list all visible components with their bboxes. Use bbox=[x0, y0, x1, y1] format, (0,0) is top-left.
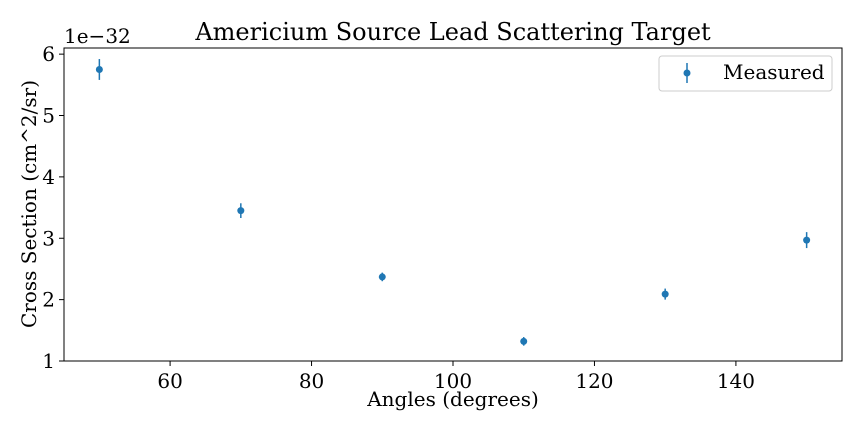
legend-marker-icon bbox=[683, 63, 691, 83]
y-tick-label: 6 bbox=[42, 42, 55, 66]
legend: Measured bbox=[658, 55, 833, 92]
legend-marker-dot bbox=[683, 69, 691, 77]
x-axis: 60 80 100 120 140 bbox=[157, 361, 755, 393]
data-marker bbox=[378, 273, 386, 281]
legend-label: Measured bbox=[723, 60, 825, 84]
y-tick-label: 1 bbox=[42, 349, 55, 373]
plot-area bbox=[95, 59, 811, 346]
y-tick-label: 3 bbox=[42, 226, 55, 250]
x-tick-label: 100 bbox=[434, 369, 472, 393]
y-tick-label: 2 bbox=[42, 288, 55, 312]
y-tick-label: 4 bbox=[42, 165, 55, 189]
y-offset-label: 1e−32 bbox=[64, 24, 131, 48]
data-point bbox=[378, 272, 386, 282]
data-point bbox=[237, 203, 245, 219]
y-axis-title: Cross Section (cm^2/sr) bbox=[17, 80, 41, 328]
data-marker bbox=[95, 65, 103, 73]
data-marker bbox=[237, 207, 245, 215]
data-marker bbox=[661, 290, 669, 298]
data-point bbox=[661, 288, 669, 300]
data-marker bbox=[520, 337, 528, 345]
data-marker bbox=[803, 236, 811, 244]
data-point bbox=[803, 232, 811, 249]
axes-frame bbox=[63, 47, 843, 362]
x-tick-label: 80 bbox=[299, 369, 324, 393]
legend-box bbox=[658, 55, 833, 92]
x-tick-label: 60 bbox=[157, 369, 182, 393]
x-axis-title: Angles (degrees) bbox=[366, 387, 539, 411]
x-tick-label: 140 bbox=[717, 369, 755, 393]
data-point bbox=[520, 337, 528, 346]
y-tick-label: 5 bbox=[42, 104, 55, 128]
x-tick-label: 120 bbox=[575, 369, 613, 393]
chart-title: Americium Source Lead Scattering Target bbox=[194, 18, 711, 46]
data-point bbox=[95, 59, 103, 80]
y-axis: 1 2 3 4 5 6 bbox=[42, 42, 64, 373]
